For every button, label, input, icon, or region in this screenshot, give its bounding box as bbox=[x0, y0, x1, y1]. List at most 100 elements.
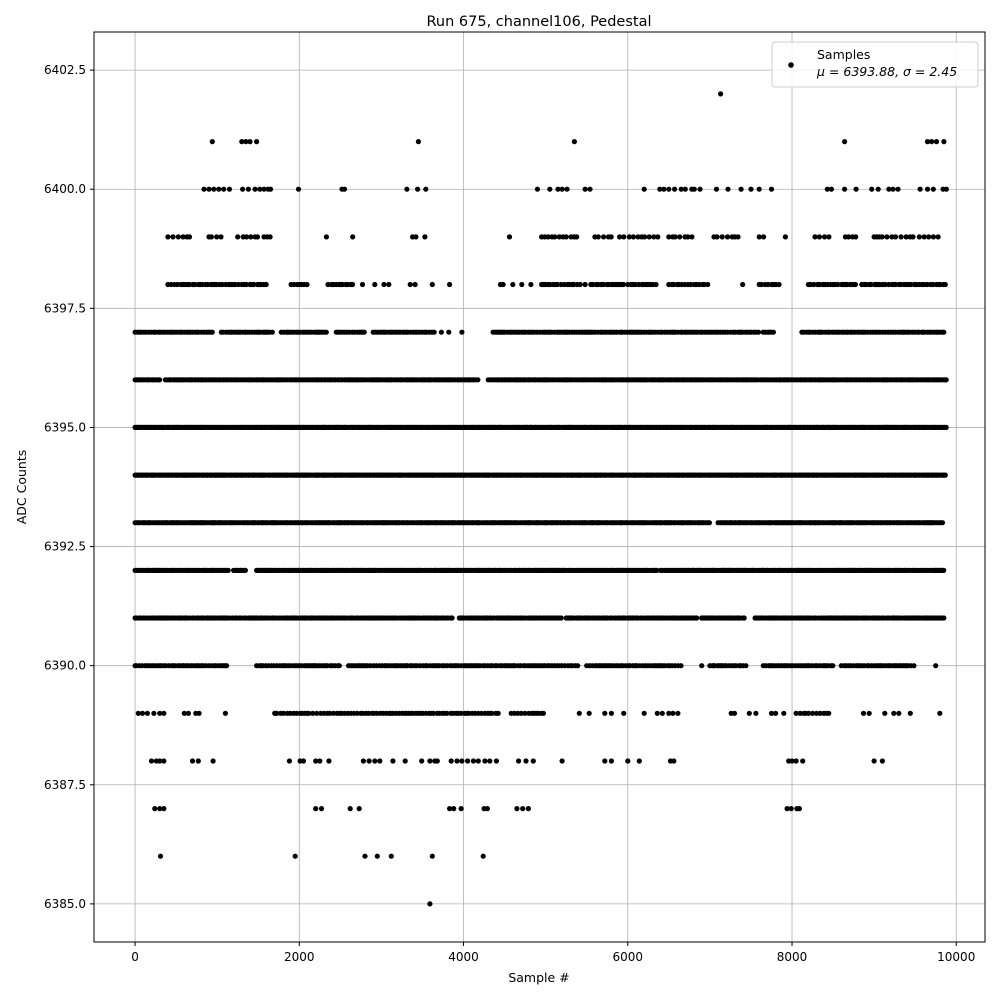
data-point bbox=[868, 281, 874, 288]
data-point bbox=[248, 234, 254, 240]
data-point bbox=[413, 234, 419, 240]
data-point bbox=[654, 567, 660, 574]
data-point bbox=[480, 853, 486, 859]
data-point bbox=[520, 806, 526, 812]
data-point bbox=[903, 234, 909, 240]
data-point bbox=[415, 186, 421, 192]
data-point bbox=[252, 186, 258, 192]
data-point bbox=[242, 567, 248, 574]
data-point bbox=[575, 663, 581, 669]
data-point bbox=[247, 139, 253, 145]
data-point bbox=[412, 281, 418, 288]
x-tick-label: 10000 bbox=[937, 950, 975, 964]
data-point bbox=[196, 710, 202, 716]
data-point bbox=[826, 234, 832, 240]
data-point bbox=[431, 329, 437, 335]
data-point bbox=[272, 710, 279, 716]
data-point bbox=[672, 234, 678, 240]
data-point bbox=[263, 281, 269, 288]
data-point bbox=[559, 758, 565, 764]
data-point bbox=[608, 710, 615, 716]
data-point bbox=[269, 329, 275, 335]
data-point bbox=[917, 186, 923, 192]
data-point bbox=[286, 758, 292, 764]
data-point bbox=[157, 710, 163, 716]
data-point bbox=[148, 758, 155, 764]
data-point bbox=[201, 186, 207, 192]
data-point bbox=[157, 853, 164, 859]
data-point bbox=[853, 234, 859, 240]
data-point bbox=[910, 234, 916, 240]
data-point bbox=[941, 567, 947, 574]
data-point bbox=[756, 234, 762, 240]
y-tick-label: 6392.5 bbox=[44, 540, 86, 554]
data-point bbox=[828, 186, 835, 192]
data-point bbox=[195, 758, 201, 764]
data-point bbox=[323, 234, 329, 240]
data-point bbox=[423, 186, 429, 192]
data-point bbox=[608, 758, 615, 764]
data-point bbox=[942, 281, 948, 288]
data-point bbox=[756, 186, 762, 192]
data-point bbox=[454, 758, 460, 764]
legend: Samples μ = 6393.88, σ = 2.45 bbox=[771, 41, 979, 88]
data-point bbox=[642, 234, 648, 240]
x-tick-label: 0 bbox=[131, 950, 139, 964]
data-point bbox=[447, 281, 453, 288]
data-point bbox=[388, 853, 394, 859]
data-point bbox=[267, 234, 273, 240]
data-point bbox=[530, 758, 536, 764]
data-point bbox=[768, 710, 775, 716]
data-point bbox=[404, 186, 410, 192]
data-point bbox=[563, 234, 569, 240]
data-point bbox=[165, 234, 171, 240]
data-point bbox=[240, 186, 246, 192]
data-point bbox=[930, 186, 936, 192]
data-point bbox=[608, 234, 614, 240]
data-point bbox=[226, 186, 233, 192]
data-point bbox=[251, 281, 257, 288]
data-point bbox=[636, 758, 642, 764]
data-point bbox=[359, 281, 366, 288]
legend-marker bbox=[788, 62, 794, 68]
data-point bbox=[866, 710, 872, 716]
x-tick-label: 2000 bbox=[284, 950, 315, 964]
data-point bbox=[475, 758, 481, 764]
x-tick-label: 6000 bbox=[613, 950, 644, 964]
data-point bbox=[743, 663, 749, 669]
data-point bbox=[621, 234, 627, 240]
data-point bbox=[800, 758, 806, 764]
data-point bbox=[540, 710, 547, 716]
data-point bbox=[822, 234, 828, 240]
data-point bbox=[554, 281, 561, 288]
data-point bbox=[875, 186, 881, 192]
data-point bbox=[621, 710, 627, 716]
data-point bbox=[706, 520, 713, 526]
data-point bbox=[586, 710, 592, 716]
data-point bbox=[576, 710, 582, 716]
data-point bbox=[523, 758, 529, 764]
data-point bbox=[625, 758, 631, 764]
data-point bbox=[943, 377, 949, 383]
data-point bbox=[574, 234, 580, 240]
data-point bbox=[846, 234, 852, 240]
data-point bbox=[916, 234, 922, 240]
data-point bbox=[641, 710, 647, 716]
data-point bbox=[941, 139, 947, 145]
data-point bbox=[487, 758, 493, 764]
data-point bbox=[555, 186, 561, 192]
data-point bbox=[161, 710, 167, 716]
data-point bbox=[559, 186, 565, 192]
data-point bbox=[776, 281, 782, 288]
data-point bbox=[475, 377, 481, 383]
data-point bbox=[879, 234, 885, 240]
data-point bbox=[718, 91, 724, 97]
data-point bbox=[314, 710, 320, 716]
data-point bbox=[372, 758, 378, 764]
data-point bbox=[746, 710, 752, 716]
data-point bbox=[770, 329, 777, 335]
data-point bbox=[500, 281, 506, 288]
data-point bbox=[842, 139, 848, 145]
data-point bbox=[360, 758, 366, 764]
